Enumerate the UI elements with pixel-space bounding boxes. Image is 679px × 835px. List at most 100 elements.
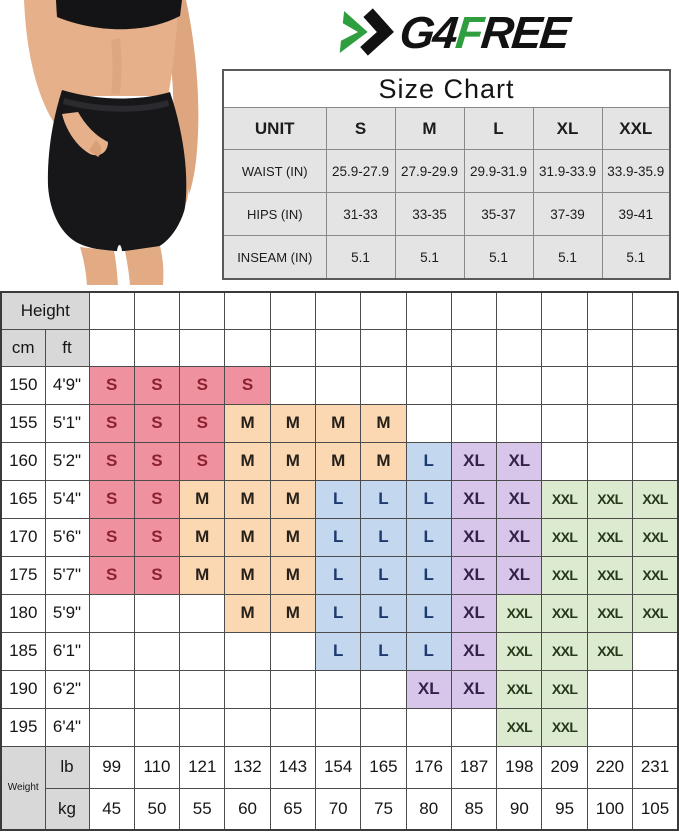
logo-part-g4: G4 [397, 6, 460, 58]
size-cell-s: S [88, 441, 135, 481]
weight-lb-value: 198 [496, 745, 543, 789]
size-cell-xxl: XXL [586, 517, 634, 557]
size-cell-l: L [405, 517, 452, 557]
empty-cell [541, 291, 588, 330]
empty-cell [314, 365, 362, 405]
size-cell-m: M [224, 593, 271, 633]
height-ft-value: 4'9" [44, 365, 90, 405]
empty-cell [88, 631, 135, 671]
empty-cell [586, 328, 634, 367]
empty-cell [632, 631, 679, 671]
empty-cell [88, 593, 135, 633]
size-cell-m: M [224, 517, 271, 557]
empty-cell [586, 441, 634, 481]
weight-header: Weight [0, 745, 46, 831]
size-cell-s: S [133, 441, 181, 481]
size-cell-s: S [88, 479, 135, 519]
size-cell-m: M [179, 517, 226, 557]
size-cell-s: S [133, 479, 181, 519]
empty-cell [541, 365, 588, 405]
size-cell-xxl: XXL [632, 479, 679, 519]
empty-cell [224, 707, 271, 747]
weight-kg-value: 55 [179, 787, 226, 831]
double-chevron-arrow-icon [338, 6, 396, 58]
size-chart-table: Size Chart UNIT S M L XL XXL WAIST (IN) 25.9-2… [222, 69, 672, 280]
weight-lb-value: 209 [541, 745, 588, 789]
height-row: 155 5'1" S S S M M M M [0, 403, 679, 443]
size-cell-xl: XL [450, 441, 498, 481]
empty-cell [541, 328, 588, 367]
empty-cell [450, 328, 498, 367]
size-cell-s: S [133, 365, 181, 405]
empty-cell [360, 365, 407, 405]
size-cell-m: M [269, 441, 317, 481]
size-cell-s: S [88, 365, 135, 405]
size-column-header: S [325, 107, 396, 150]
weight-kg-value: 80 [405, 787, 452, 831]
measurement-value: 5.1 [394, 235, 465, 280]
size-cell-xxl: XXL [541, 593, 588, 633]
size-cell-m: M [269, 593, 317, 633]
measurement-value: 5.1 [463, 235, 534, 280]
empty-cell [632, 669, 679, 709]
size-cell-xxl: XXL [496, 669, 543, 709]
empty-cell [405, 291, 452, 330]
size-cell-s: S [133, 403, 181, 443]
size-cell-xxl: XXL [541, 631, 588, 671]
weight-lb-value: 176 [405, 745, 452, 789]
size-cell-m: M [224, 555, 271, 595]
empty-cell [179, 328, 226, 367]
measurement-value: 33-35 [394, 192, 465, 236]
size-cell-xl: XL [496, 441, 543, 481]
height-row: 175 5'7" S S M M M L L L XL XL XXL XXL XXL [0, 555, 679, 595]
weight-lb-value: 110 [133, 745, 181, 789]
empty-cell [496, 403, 543, 443]
size-cell-xxl: XXL [632, 517, 679, 557]
weight-kg-value: 85 [450, 787, 498, 831]
empty-cell [450, 365, 498, 405]
empty-cell [314, 328, 362, 367]
size-cell-xxl: XXL [496, 707, 543, 747]
empty-cell [541, 441, 588, 481]
empty-cell [314, 291, 362, 330]
empty-cell [496, 365, 543, 405]
empty-cell [586, 403, 634, 443]
height-row: 160 5'2" S S S M M M M L XL XL [0, 441, 679, 481]
empty-cell [133, 328, 181, 367]
size-cell-m: M [179, 555, 226, 595]
size-cell-m: M [179, 479, 226, 519]
size-cell-xxl: XXL [541, 555, 588, 595]
brand-logo: G4FREE [228, 0, 679, 64]
size-cell-l: L [405, 593, 452, 633]
empty-cell [179, 593, 226, 633]
weight-kg-value: 75 [360, 787, 407, 831]
empty-cell [88, 707, 135, 747]
empty-cell [405, 328, 452, 367]
size-cell-xxl: XXL [496, 593, 543, 633]
size-column-header: M [394, 107, 465, 150]
size-cell-s: S [179, 441, 226, 481]
weight-kg-value: 65 [269, 787, 317, 831]
measurement-value: 5.1 [532, 235, 603, 280]
measurement-label: HIPS (IN) [222, 192, 327, 236]
weight-lb-value: 143 [269, 745, 317, 789]
weight-kg-value: 100 [586, 787, 634, 831]
empty-cell [450, 707, 498, 747]
brand-logo-text: G4FREE [397, 6, 572, 58]
size-cell-m: M [314, 441, 362, 481]
size-cell-s: S [133, 555, 181, 595]
size-cell-s: S [88, 517, 135, 557]
size-cell-m: M [224, 479, 271, 519]
size-cell-m: M [269, 517, 317, 557]
size-cell-l: L [314, 517, 362, 557]
height-cm-value: 180 [0, 593, 46, 633]
height-row: 165 5'4" S S M M M L L L XL XL XXL XXL XXL [0, 479, 679, 519]
size-cell-xxl: XXL [541, 669, 588, 709]
grid-header-row: Height [0, 291, 679, 330]
weight-kg-value: 95 [541, 787, 588, 831]
size-cell-m: M [360, 403, 407, 443]
empty-cell [88, 328, 135, 367]
empty-cell [269, 707, 317, 747]
size-cell-l: L [314, 631, 362, 671]
logo-part-ree: REE [479, 6, 572, 58]
